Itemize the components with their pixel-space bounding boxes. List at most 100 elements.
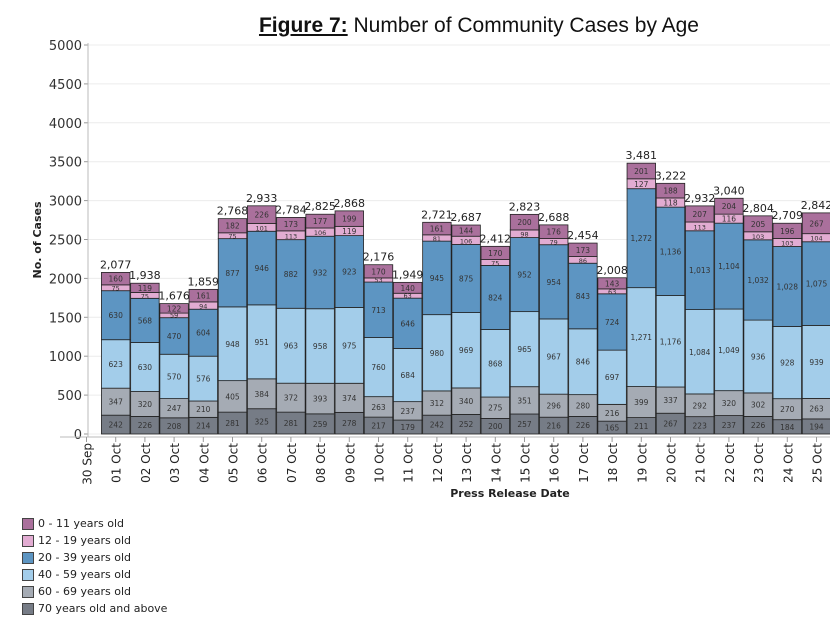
- bar-segment: [597, 277, 627, 290]
- segment-label: 724: [605, 318, 620, 327]
- segment-label: 173: [284, 220, 299, 229]
- x-tick-label: 23 Oct: [752, 443, 766, 483]
- segment-label: 119: [342, 227, 357, 236]
- bar-segment: [655, 295, 686, 388]
- segment-label: 951: [255, 338, 270, 347]
- bar-segment: [509, 386, 540, 415]
- segment-label: 646: [401, 319, 416, 328]
- segment-label: 965: [517, 345, 532, 354]
- segment-label: 351: [517, 396, 532, 405]
- segment-label: 1,049: [718, 346, 740, 355]
- bar-segment: [626, 188, 656, 289]
- legend-label: 60 - 69 years old: [38, 585, 131, 598]
- legend-swatch: [22, 551, 34, 564]
- legend-swatch: [22, 568, 34, 581]
- bar-segment: [101, 272, 131, 286]
- segment-label: 975: [342, 341, 357, 350]
- chart-title: Figure 7: Number of Community Cases by A…: [0, 14, 830, 38]
- segment-label: 188: [663, 187, 678, 196]
- bar-segment: [276, 217, 306, 232]
- total-label: 2,784: [275, 203, 307, 216]
- bar-segment: [159, 303, 189, 314]
- total-label: 2,868: [334, 197, 366, 210]
- segment-label: 325: [255, 417, 270, 426]
- x-tick-label: 18 Oct: [606, 443, 620, 483]
- segment-label: 118: [663, 199, 678, 208]
- bar-segment: [217, 218, 248, 234]
- segment-label: 576: [196, 375, 211, 384]
- segment-label: 623: [109, 360, 124, 369]
- segment-label: 963: [284, 342, 299, 351]
- segment-label: 939: [809, 358, 824, 367]
- bar-segment: [159, 317, 189, 355]
- segment-label: 143: [605, 279, 620, 288]
- segment-label: 170: [488, 249, 503, 258]
- x-tick-label: 04 Oct: [197, 443, 211, 483]
- segment-label: 216: [547, 422, 562, 431]
- x-tick-label: 03 Oct: [168, 443, 182, 483]
- x-tick-label: 12 Oct: [431, 443, 445, 483]
- bar-segment: [743, 239, 773, 321]
- segment-label: 928: [780, 359, 795, 368]
- x-tick-label: 01 Oct: [110, 443, 124, 483]
- segment-label: 104: [810, 235, 822, 243]
- segment-label: 194: [809, 422, 824, 431]
- bar-segment: [714, 197, 744, 215]
- segment-label: 101: [255, 224, 267, 232]
- y-tick-label: 1500: [49, 311, 82, 326]
- segment-label: 161: [430, 225, 445, 234]
- bar-segment: [422, 314, 452, 392]
- segment-label: 280: [576, 402, 591, 411]
- segment-label: 106: [314, 229, 326, 237]
- segment-label: 275: [488, 404, 503, 413]
- segment-label: 630: [109, 311, 124, 320]
- x-tick-label: 06 Oct: [256, 443, 270, 483]
- total-label: 3,040: [713, 184, 745, 197]
- segment-label: 399: [634, 398, 649, 407]
- legend-item: 60 - 69 years old: [22, 583, 167, 600]
- bar-segment: [159, 353, 189, 400]
- bar-segment: [655, 206, 686, 296]
- segment-label: 140: [401, 284, 416, 293]
- segment-label: 81: [433, 235, 441, 243]
- segment-label: 173: [576, 246, 591, 255]
- bar-segment: [451, 224, 481, 237]
- segment-label: 281: [284, 419, 299, 428]
- bar-segment: [305, 213, 335, 229]
- total-label: 2,709: [772, 209, 804, 222]
- legend-label: 70 years old and above: [38, 602, 168, 615]
- segment-label: 713: [371, 306, 386, 315]
- segment-label: 201: [634, 167, 649, 176]
- segment-label: 302: [751, 401, 766, 410]
- segment-label: 263: [371, 403, 386, 412]
- bar-segment: [188, 288, 218, 303]
- bar-segment: [714, 222, 744, 310]
- segment-label: 257: [517, 420, 532, 429]
- segment-label: 846: [576, 358, 591, 367]
- segment-label: 200: [488, 422, 503, 431]
- bar-segment: [480, 265, 510, 330]
- bar-segment: [130, 282, 160, 293]
- segment-label: 697: [605, 373, 620, 382]
- x-tick-label: 07 Oct: [285, 443, 299, 483]
- bar-segment: [480, 245, 510, 260]
- segment-label: 98: [520, 231, 528, 239]
- bar-segment: [714, 308, 744, 392]
- segment-label: 824: [488, 293, 503, 302]
- segment-label: 86: [579, 257, 587, 265]
- segment-label: 259: [313, 420, 328, 429]
- x-tick-label: 21 Oct: [694, 443, 708, 483]
- legend-item: 0 - 11 years old: [22, 515, 167, 532]
- segment-label: 923: [342, 268, 357, 277]
- legend-item: 12 - 19 years old: [22, 532, 167, 549]
- segment-label: 200: [517, 218, 532, 227]
- bar-segment: [801, 212, 830, 235]
- segment-label: 210: [196, 405, 211, 414]
- total-label: 1,949: [392, 268, 424, 281]
- segment-label: 1,272: [631, 234, 653, 243]
- segment-label: 270: [780, 405, 795, 414]
- segment-label: 226: [751, 421, 766, 430]
- segment-label: 292: [693, 401, 708, 410]
- segment-label: 1,271: [631, 333, 653, 342]
- segment-label: 946: [255, 264, 270, 273]
